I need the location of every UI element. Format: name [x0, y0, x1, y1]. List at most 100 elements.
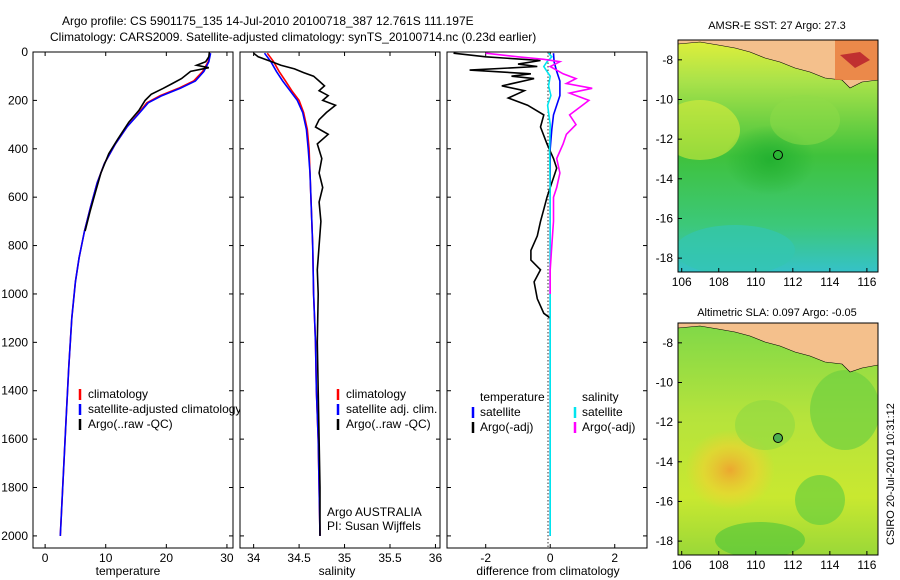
sst-patch — [770, 95, 840, 145]
sla-high-patch — [685, 430, 775, 510]
x-tick-label: 35 — [338, 551, 352, 565]
y-tick-label: 1200 — [1, 335, 28, 349]
map-x-tick-label: 110 — [746, 558, 765, 572]
x-tick-label: 10 — [99, 551, 113, 565]
difference-x-axis: -2 0 2 — [447, 51, 647, 565]
sst-warm-patch — [678, 100, 740, 160]
map-y-tick-label: -10 — [656, 375, 674, 389]
x-tick-label: 20 — [160, 551, 174, 565]
sla-patch — [735, 400, 795, 450]
sla-low-patch — [810, 370, 878, 450]
y-tick-label: 1800 — [1, 481, 28, 495]
legend-label: Argo(-adj) — [582, 420, 635, 434]
temperature-chart: 0 200 400 600 800 1000 1200 1400 1600 1800 2000 0 1… — [1, 45, 241, 578]
salinity-series — [253, 52, 338, 536]
sla-map: Altimetric SLA: 0.097 Argo: -0.05 106 108… — [656, 307, 879, 572]
y-tick-label: 1600 — [1, 432, 28, 446]
map-x-tick-label: 112 — [783, 558, 802, 572]
map-y-tick-label: -8 — [662, 336, 673, 350]
x-tick-label: 0 — [547, 551, 554, 565]
y-tick-label: 600 — [8, 190, 28, 204]
series-line-temperature-argo-adj- — [453, 52, 558, 319]
map-x-tick-label: 108 — [709, 558, 729, 572]
x-tick-label: 34 — [247, 551, 261, 565]
x-tick-label: 2 — [611, 551, 618, 565]
header-line-2: Climatology: CARS2009. Satellite-adjuste… — [50, 30, 536, 44]
map-x-tick-label: 112 — [783, 275, 802, 289]
x-tick-label: 36 — [429, 551, 443, 565]
argo-float-marker-2 — [773, 433, 783, 444]
map-x-tick-label: 106 — [672, 558, 692, 572]
sla-low-patch-2 — [795, 475, 845, 525]
map-y-tick-label: -14 — [656, 455, 674, 469]
difference-series — [453, 52, 593, 536]
map-x-tick-label: 106 — [672, 275, 692, 289]
x-tick-label: 34.5 — [287, 551, 311, 565]
legend-label: salinity — [582, 390, 619, 404]
temperature-xlabel: temperature — [96, 564, 161, 578]
y-tick-label: 800 — [8, 239, 28, 253]
y-tick-label: 1000 — [1, 287, 28, 301]
x-tick-label: 35.5 — [378, 551, 402, 565]
map-x-tick-label: 114 — [820, 275, 839, 289]
series-line-salinity-argo-adj- — [485, 52, 593, 294]
legend-label: satellite — [480, 405, 521, 419]
y-tick-label: 400 — [8, 142, 28, 156]
difference-legend: temperaturesatelliteArgo(-adj)salinitysa… — [471, 390, 635, 434]
legend-label: satellite-adjusted climatology — [88, 402, 241, 416]
map-y-tick-label: -12 — [656, 415, 674, 429]
sst-hot-spot — [840, 52, 870, 68]
java-coastline-2 — [678, 323, 878, 373]
map-y-tick-label: -8 — [662, 53, 673, 67]
sst-map-frame — [677, 39, 879, 273]
sla-map-title: Altimetric SLA: 0.097 Argo: -0.05 — [697, 307, 857, 319]
temperature-series — [59, 52, 212, 536]
argo-australia-label: Argo AUSTRALIA — [327, 505, 422, 519]
sla-patch-3 — [715, 522, 805, 555]
map-y-tick-label: -12 — [656, 132, 674, 146]
map-y-tick-label: -14 — [656, 172, 674, 186]
x-tick-label: -2 — [480, 551, 491, 565]
salinity-xlabel: salinity — [319, 564, 356, 578]
map-y-tick-label: -10 — [656, 92, 674, 106]
sla-map-axes: 106 108 110 112 114 116 -8 -10 -12 -14 -16 -18 — [656, 336, 877, 572]
legend-label: Argo(..raw -QC) — [88, 417, 173, 431]
map-y-tick-label: -18 — [656, 251, 674, 265]
map-x-tick-label: 116 — [857, 558, 876, 572]
map-y-tick-label: -16 — [656, 494, 674, 508]
sla-map-frame — [677, 322, 879, 556]
map-x-tick-label: 116 — [857, 275, 876, 289]
temperature-frame — [32, 51, 234, 549]
x-tick-label: 0 — [42, 551, 49, 565]
map-x-tick-label: 110 — [746, 275, 765, 289]
legend-label: climatology — [88, 387, 148, 401]
map-x-tick-label: 108 — [709, 275, 729, 289]
difference-xlabel: difference from climatology — [476, 564, 619, 578]
salinity-x-axis: 34 34.5 35 35.5 36 — [240, 51, 443, 565]
sst-map-axes: 106 108 110 112 114 116 -8 -10 -12 -14 -16 -18 — [656, 53, 877, 289]
legend-label: Argo(-adj) — [480, 420, 533, 434]
x-tick-label: 30 — [220, 551, 234, 565]
series-line-argo-raw-qc- — [253, 52, 338, 536]
csiro-timestamp: CSIRO 20-Jul-2010 10:31:12 — [885, 403, 897, 545]
y-tick-label: 0 — [21, 45, 28, 59]
sst-map-title: AMSR-E SST: 27 Argo: 27.3 — [708, 20, 846, 32]
legend-label: Argo(..raw -QC) — [346, 417, 431, 431]
sst-cold-patch — [678, 225, 795, 272]
legend-label: satellite adj. clim. — [346, 402, 437, 416]
y-tick-label: 2000 — [1, 529, 28, 543]
series-line-satellite-adj-clim- — [263, 52, 321, 536]
salinity-frame — [239, 51, 441, 549]
header-line-1: Argo profile: CS 5901175_135 14-Jul-2010… — [62, 14, 474, 28]
map-y-tick-label: -18 — [656, 534, 674, 548]
difference-chart: -2 0 2 temperaturesatelliteArgo(-adj)salin… — [446, 51, 648, 578]
pi-name-label: PI: Susan Wijffels — [327, 519, 421, 533]
java-coastline — [678, 40, 878, 89]
series-line-argo-raw-qc- — [84, 52, 211, 232]
argo-float-marker — [773, 150, 783, 161]
y-tick-label: 1400 — [1, 384, 28, 398]
